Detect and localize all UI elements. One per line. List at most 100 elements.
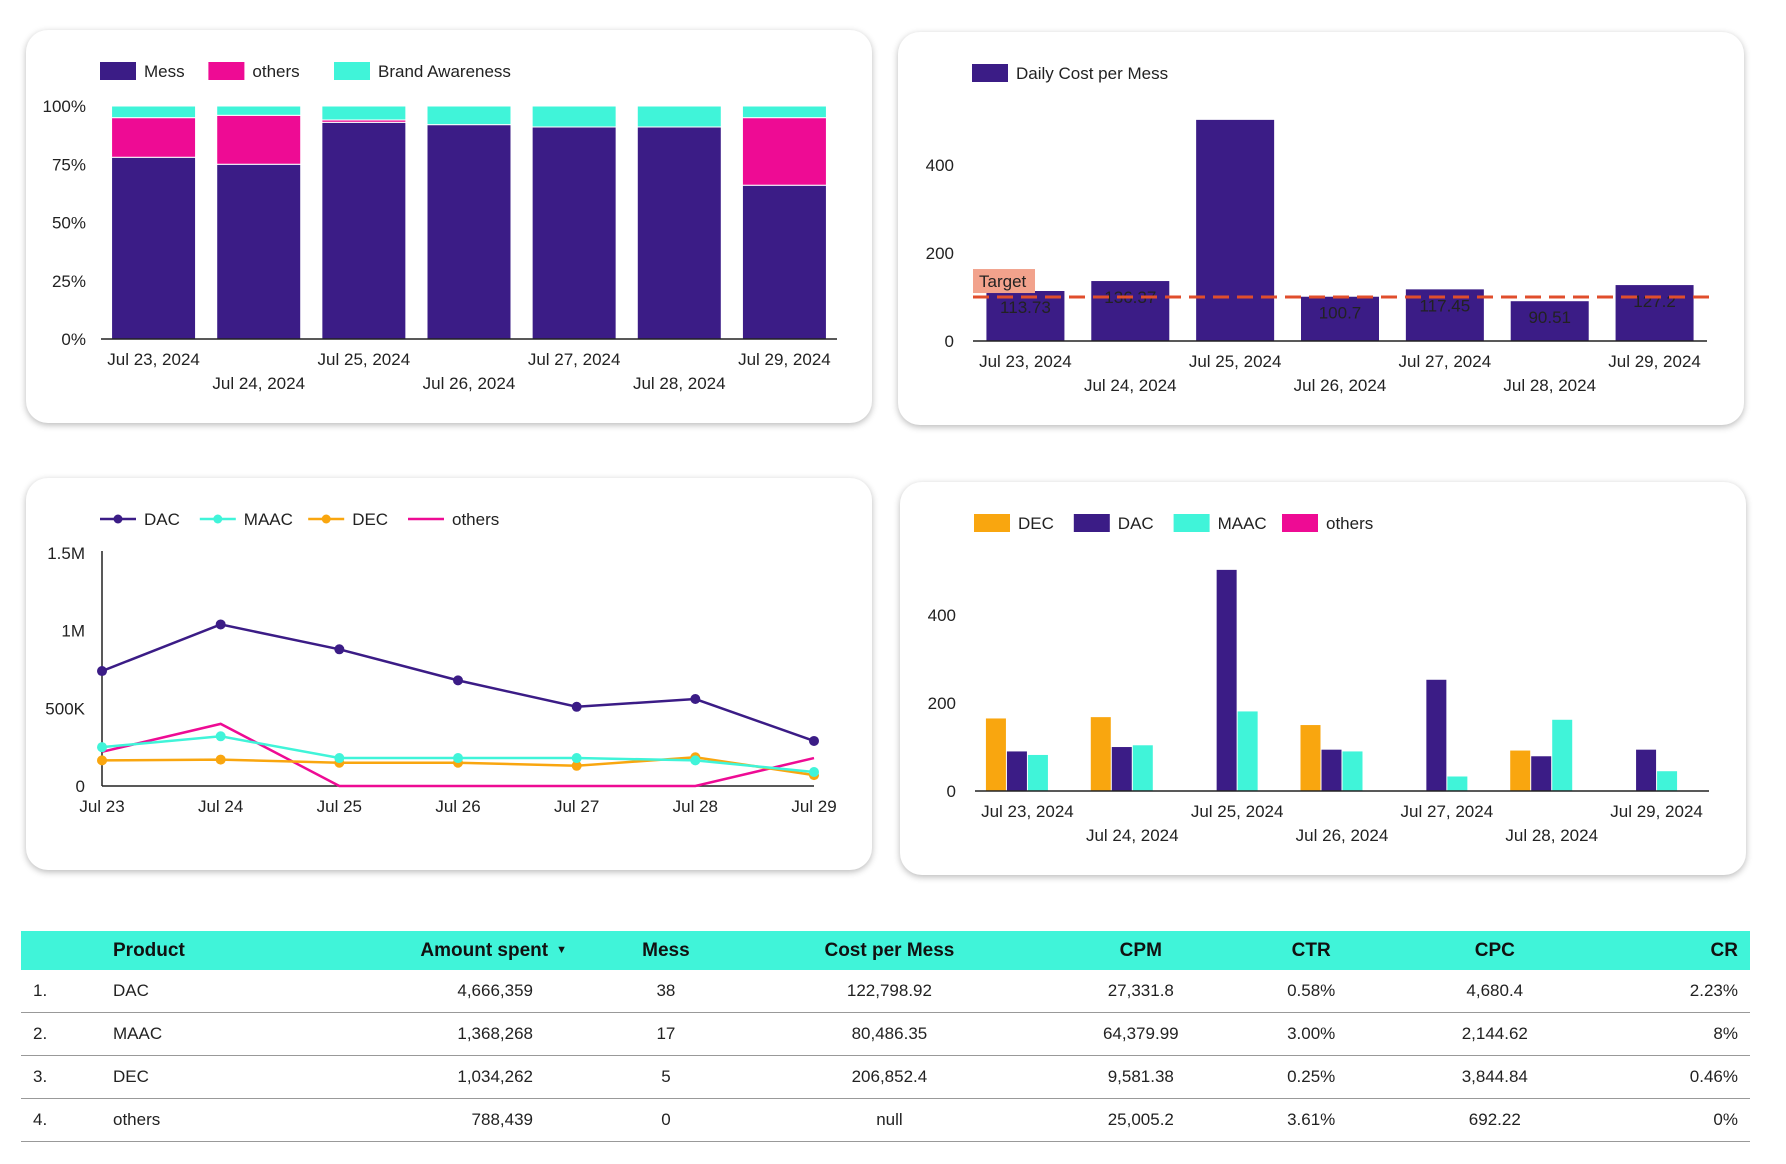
bar-maac-1 (1132, 745, 1153, 791)
point-dac-2 (334, 644, 345, 655)
x-tick-6: Jul 29, 2024 (1610, 802, 1703, 821)
bar-maac-5 (1552, 719, 1573, 791)
target-label: Target (979, 272, 1027, 291)
x-tick-5: Jul 28, 2024 (633, 374, 726, 393)
x-tick-1: Jul 24 (198, 797, 243, 816)
product-header[interactable]: Product (113, 939, 185, 961)
cell-cost-per-mess: 122,798.92 (736, 970, 1042, 1013)
sort-descending-icon[interactable]: ▼ (556, 944, 567, 957)
bar-mess-3 (426, 124, 512, 340)
legend-swatch-dac (1073, 514, 1110, 532)
bar-brand-awareness-6 (741, 105, 827, 119)
x-tick-1: Jul 24, 2024 (1084, 376, 1177, 395)
point-maac-4 (571, 753, 582, 764)
x-tick-0: Jul 23, 2024 (107, 350, 200, 369)
x-tick-6: Jul 29 (791, 797, 836, 816)
y-tick-4: 100% (43, 97, 86, 116)
point-dac-4 (571, 701, 582, 712)
legend-label-mess: Mess (144, 62, 185, 81)
point-maac-3 (453, 753, 463, 764)
point-maac-2 (334, 753, 345, 764)
bar-mess-1 (216, 163, 302, 340)
y-tick-2: 50% (52, 214, 86, 233)
cpc-header[interactable]: CPC (1474, 939, 1515, 961)
share-chart-card: Mess others Brand Awareness 0% 25% 50% 75% 100%… (26, 30, 872, 423)
bar-dec-5 (1510, 750, 1531, 791)
bar-dac-2 (1216, 569, 1237, 791)
cell-amount-spent: 4,666,359 (315, 970, 595, 1013)
y-tick-1: 25% (52, 272, 86, 291)
point-dac-5 (690, 694, 701, 705)
bar-maac-0 (1027, 754, 1048, 791)
point-dac-6 (809, 735, 819, 746)
bar-others-1 (216, 114, 302, 165)
cell-cost-per-mess: null (736, 1098, 1042, 1142)
data-label-0: 113.73 (1000, 298, 1051, 317)
legend-label-daily-cost-per-mess: Daily Cost per Mess (1016, 64, 1168, 83)
amount-spent-header-label: Amount spent (420, 939, 549, 961)
cost-per-mess-header[interactable]: Cost per Mess (824, 939, 955, 961)
cell-cr: 0.46% (1606, 1055, 1750, 1099)
cell-cpm: 25,005.2 (1042, 1098, 1240, 1142)
y-tick-3: 1.5M (47, 544, 85, 563)
rank-header (21, 931, 101, 970)
cell-amount-spent: 1,368,268 (315, 1012, 595, 1056)
table-row[interactable]: 1. DAC 4,666,359 38 122,798.92 27,331.8 0.58% 4… (21, 970, 1750, 1013)
cell-cpm: 64,379.99 (1042, 1012, 1240, 1056)
ctr-header[interactable]: CTR (1291, 939, 1331, 961)
bar-mess-4 (531, 126, 617, 340)
product-table-grid: Product Amount spent ▼ Mess Cost per Mess… (21, 931, 1750, 1142)
x-tick-2: Jul 25 (317, 797, 362, 816)
legend-label-others: others (252, 62, 299, 81)
bar-maac-6 (1657, 771, 1678, 791)
legend-label-dac: DAC (144, 510, 180, 529)
x-tick-6: Jul 29, 2024 (1608, 352, 1701, 371)
bar-dec-1 (1090, 717, 1111, 791)
bar-brand-awareness-3 (426, 105, 512, 126)
legend-label-dec: DEC (1018, 514, 1054, 533)
cell-cpm: 9,581.38 (1042, 1055, 1240, 1099)
point-maac-1 (215, 731, 226, 742)
row-rank: 3. (21, 1055, 101, 1099)
bar-dac-5 (1531, 756, 1552, 791)
amount-spent-header[interactable]: Amount spent ▼ (315, 931, 595, 970)
x-tick-3: Jul 26, 2024 (1296, 826, 1389, 845)
x-tick-5: Jul 28 (673, 797, 718, 816)
share-chart: Mess others Brand Awareness 0% 25% 50% 75% 100%… (43, 62, 837, 393)
cell-amount-spent: 1,034,262 (315, 1055, 595, 1099)
table-row[interactable]: 3. DEC 1,034,262 5 206,852.4 9,581.38 0.25% 3,8… (21, 1055, 1750, 1099)
point-maac-0 (97, 742, 107, 753)
product-table: Product Amount spent ▼ Mess Cost per Mess… (21, 931, 1750, 1142)
cost-chart-card: Daily Cost per Mess 0 200 400 113.73 Jul 23, … (898, 32, 1744, 425)
cost-chart: Daily Cost per Mess 0 200 400 113.73 Jul 23, … (926, 64, 1711, 395)
bar-maac-3 (1342, 751, 1363, 791)
legend-label-dec: DEC (352, 510, 388, 529)
bar-cost-3 (1301, 296, 1379, 341)
cell-cpc: 2,144.62 (1382, 1012, 1607, 1056)
table-row[interactable]: 4. others 788,439 0 null 25,005.2 3.61% 692.22 0… (21, 1098, 1750, 1142)
bar-cost-0 (986, 291, 1065, 341)
table-row[interactable]: 2. MAAC 1,368,268 17 80,486.35 64,379.99 3.00%… (21, 1012, 1750, 1056)
bar-cost-5 (1510, 301, 1589, 341)
mess-header[interactable]: Mess (642, 939, 690, 961)
cpm-header[interactable]: CPM (1119, 939, 1162, 961)
y-tick-1: 200 (928, 694, 956, 713)
bar-mess-5 (636, 126, 722, 340)
legend-swatch-brand-awareness (334, 62, 370, 80)
legend-marker-dac (113, 514, 123, 524)
legend-label-others: others (452, 510, 499, 529)
cr-header[interactable]: CR (1710, 939, 1738, 961)
bar-dac-3 (1321, 749, 1342, 791)
point-maac-5 (690, 755, 701, 766)
data-label-5: 90.51 (1528, 308, 1571, 327)
point-dac-0 (97, 666, 107, 677)
x-tick-2: Jul 25, 2024 (1191, 802, 1284, 821)
cell-cr: 8% (1606, 1012, 1750, 1056)
bar-mess-6 (741, 184, 827, 340)
bar-brand-awareness-4 (531, 105, 617, 128)
cell-ctr: 0.25% (1239, 1055, 1383, 1099)
legend-swatch-dec (974, 514, 1010, 532)
legend-label-dac: DAC (1118, 514, 1154, 533)
data-label-4: 117.45 (1419, 296, 1470, 315)
legend-marker-maac (213, 514, 223, 524)
